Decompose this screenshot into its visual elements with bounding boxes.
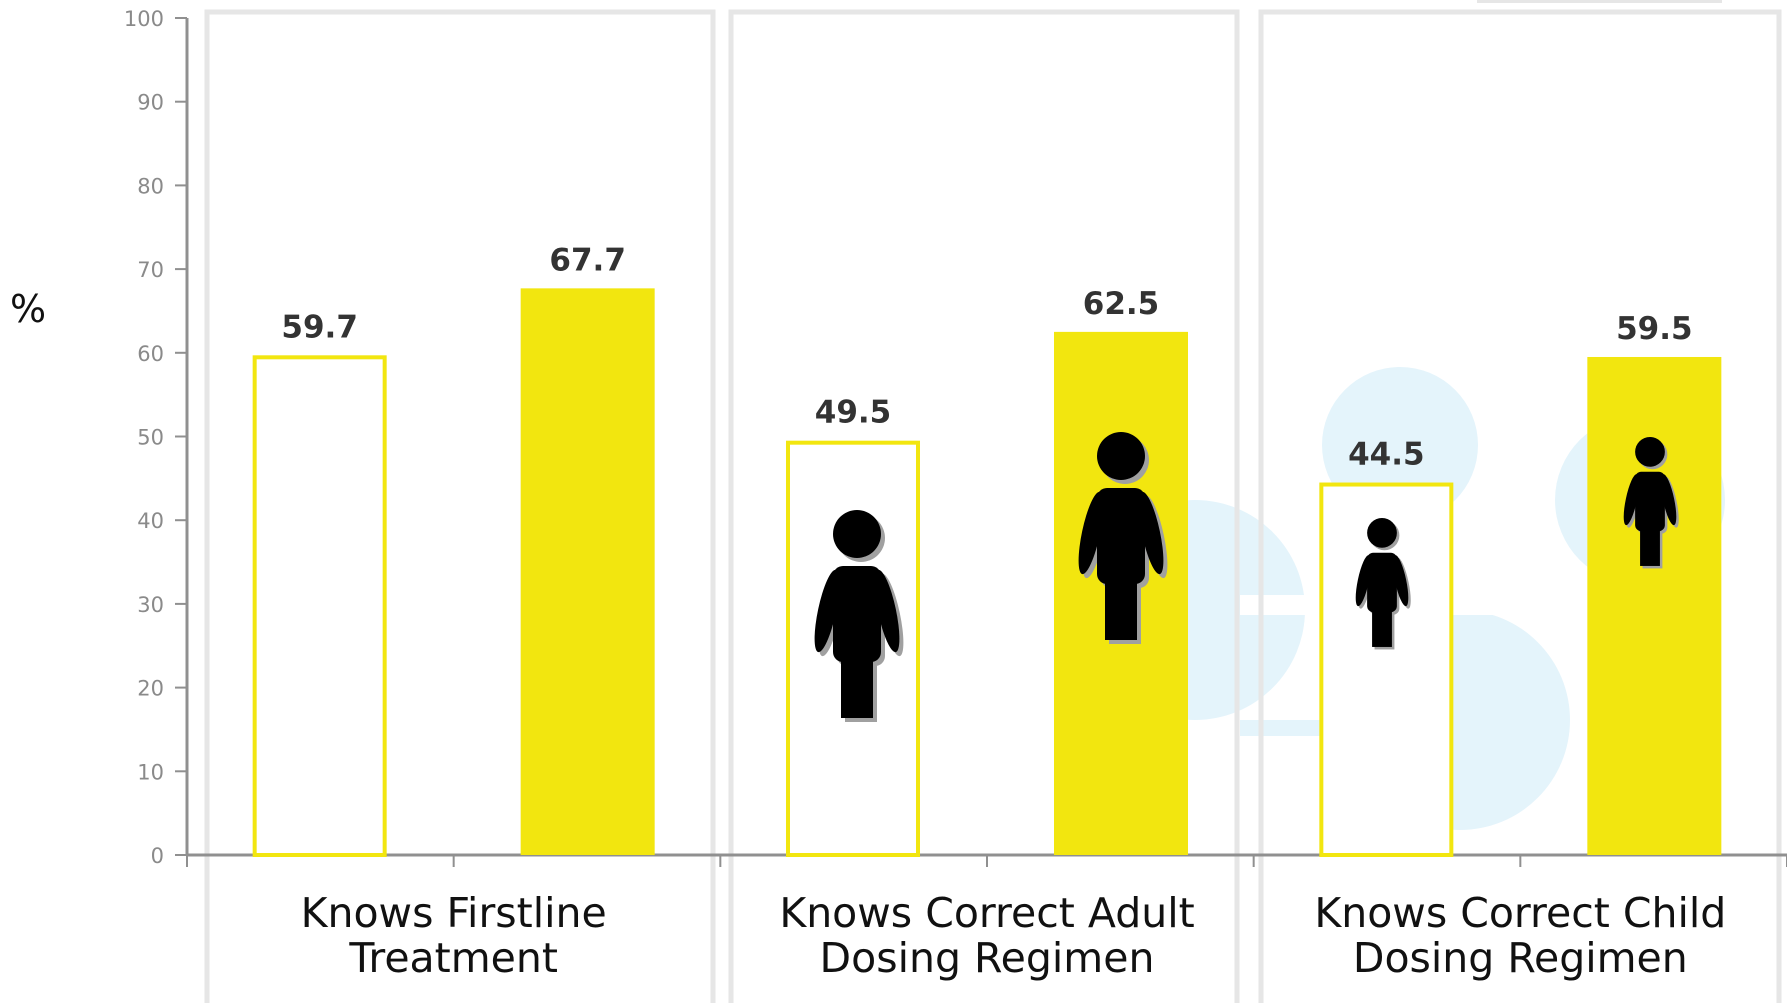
- y-tick-label: 20: [137, 677, 164, 701]
- figure-legs: [1105, 580, 1137, 640]
- figure-head: [1635, 437, 1665, 467]
- data-labels: 59.7 49.5 44.5 67.7 62.5 59.5: [281, 242, 1692, 472]
- category-label: Knows Firstline: [301, 889, 607, 937]
- y-tick-label: 80: [137, 174, 164, 198]
- child-figure-icon: [1355, 518, 1411, 650]
- bars: [252, 288, 1722, 857]
- figure-legs: [1640, 528, 1660, 566]
- bar-filled: [1587, 356, 1722, 855]
- figure-torso: [1097, 488, 1145, 584]
- data-label: 67.7: [549, 242, 626, 278]
- figure-head: [833, 510, 881, 558]
- data-label: 49.5: [815, 395, 892, 431]
- data-label: 59.7: [281, 309, 358, 345]
- category-panels: [204, 9, 1782, 1003]
- adult-figure-icon: [814, 510, 904, 722]
- figure-legs: [841, 658, 873, 718]
- figure-arm: [1138, 491, 1164, 575]
- y-tick-label: 10: [137, 760, 164, 784]
- child-figure-icon: [1623, 437, 1679, 569]
- y-tick-label: 100: [124, 7, 164, 31]
- category-label: Dosing Regimen: [820, 934, 1155, 982]
- y-tick-label: 70: [137, 258, 164, 282]
- y-tick-label: 60: [137, 342, 164, 366]
- y-tick-label: 0: [151, 844, 164, 868]
- y-tick-label: 50: [137, 426, 164, 450]
- figure-arm: [1660, 474, 1677, 526]
- category-label: Treatment: [348, 934, 558, 982]
- y-axis-label: %: [10, 287, 46, 331]
- figure-arm: [814, 569, 840, 653]
- category-label: Dosing Regimen: [1353, 934, 1688, 982]
- category-panel: [728, 9, 1240, 1003]
- bar-outline: [252, 355, 387, 857]
- data-label: 59.5: [1616, 311, 1693, 347]
- figure-arm: [1392, 555, 1409, 607]
- figure-arm: [1623, 474, 1640, 526]
- y-tick-label: 30: [137, 593, 164, 617]
- y-tick-label: 90: [137, 91, 164, 115]
- figure-head: [1367, 518, 1397, 548]
- figure-head: [1097, 432, 1145, 480]
- figure-torso: [1635, 471, 1665, 532]
- bar-filled: [520, 288, 655, 855]
- y-tick-label: 40: [137, 509, 164, 533]
- category-panel: [1258, 9, 1782, 1003]
- data-label: 62.5: [1083, 286, 1160, 322]
- category-panel: [204, 9, 716, 1003]
- data-label: 44.5: [1348, 437, 1425, 473]
- figure-torso: [833, 566, 881, 662]
- legend-box-edge: [1477, 0, 1722, 3]
- adult-figure-icon: [1078, 432, 1168, 644]
- figure-arm: [874, 569, 900, 653]
- figure-arm: [1355, 555, 1372, 607]
- figure-legs: [1372, 609, 1392, 647]
- figure-torso: [1367, 552, 1397, 613]
- category-label: Knows Correct Adult: [779, 889, 1194, 937]
- figure-arm: [1078, 491, 1104, 575]
- category-label: Knows Correct Child: [1314, 889, 1726, 937]
- y-axis: 0 10 20 30 40 50 60 70 80 90 100: [124, 7, 1787, 868]
